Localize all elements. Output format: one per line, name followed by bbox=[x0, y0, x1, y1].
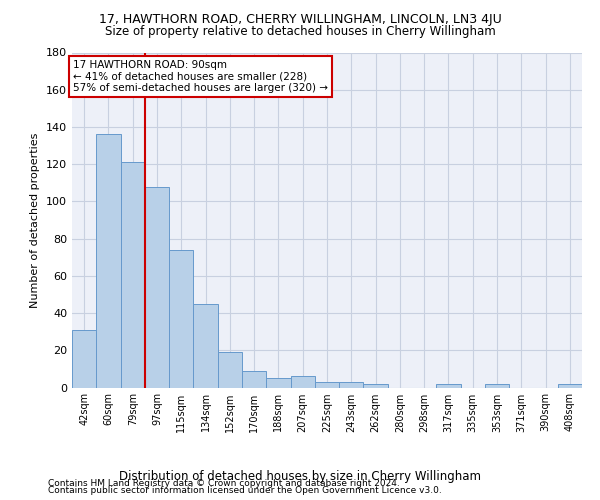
Bar bbox=[558, 384, 582, 388]
Bar bbox=[121, 162, 145, 388]
Bar bbox=[364, 384, 388, 388]
Text: 17 HAWTHORN ROAD: 90sqm
← 41% of detached houses are smaller (228)
57% of semi-d: 17 HAWTHORN ROAD: 90sqm ← 41% of detache… bbox=[73, 60, 328, 93]
Bar bbox=[266, 378, 290, 388]
Text: Distribution of detached houses by size in Cherry Willingham: Distribution of detached houses by size … bbox=[119, 470, 481, 483]
Bar bbox=[218, 352, 242, 388]
Bar bbox=[96, 134, 121, 388]
Bar bbox=[193, 304, 218, 388]
Text: Contains HM Land Registry data © Crown copyright and database right 2024.: Contains HM Land Registry data © Crown c… bbox=[48, 478, 400, 488]
Text: Contains public sector information licensed under the Open Government Licence v3: Contains public sector information licen… bbox=[48, 486, 442, 495]
Bar bbox=[169, 250, 193, 388]
Text: Size of property relative to detached houses in Cherry Willingham: Size of property relative to detached ho… bbox=[104, 25, 496, 38]
Bar bbox=[315, 382, 339, 388]
Bar bbox=[485, 384, 509, 388]
Bar bbox=[242, 371, 266, 388]
Bar bbox=[290, 376, 315, 388]
Bar bbox=[339, 382, 364, 388]
Bar bbox=[436, 384, 461, 388]
Bar bbox=[72, 330, 96, 388]
Y-axis label: Number of detached properties: Number of detached properties bbox=[31, 132, 40, 308]
Text: 17, HAWTHORN ROAD, CHERRY WILLINGHAM, LINCOLN, LN3 4JU: 17, HAWTHORN ROAD, CHERRY WILLINGHAM, LI… bbox=[98, 12, 502, 26]
Bar bbox=[145, 186, 169, 388]
